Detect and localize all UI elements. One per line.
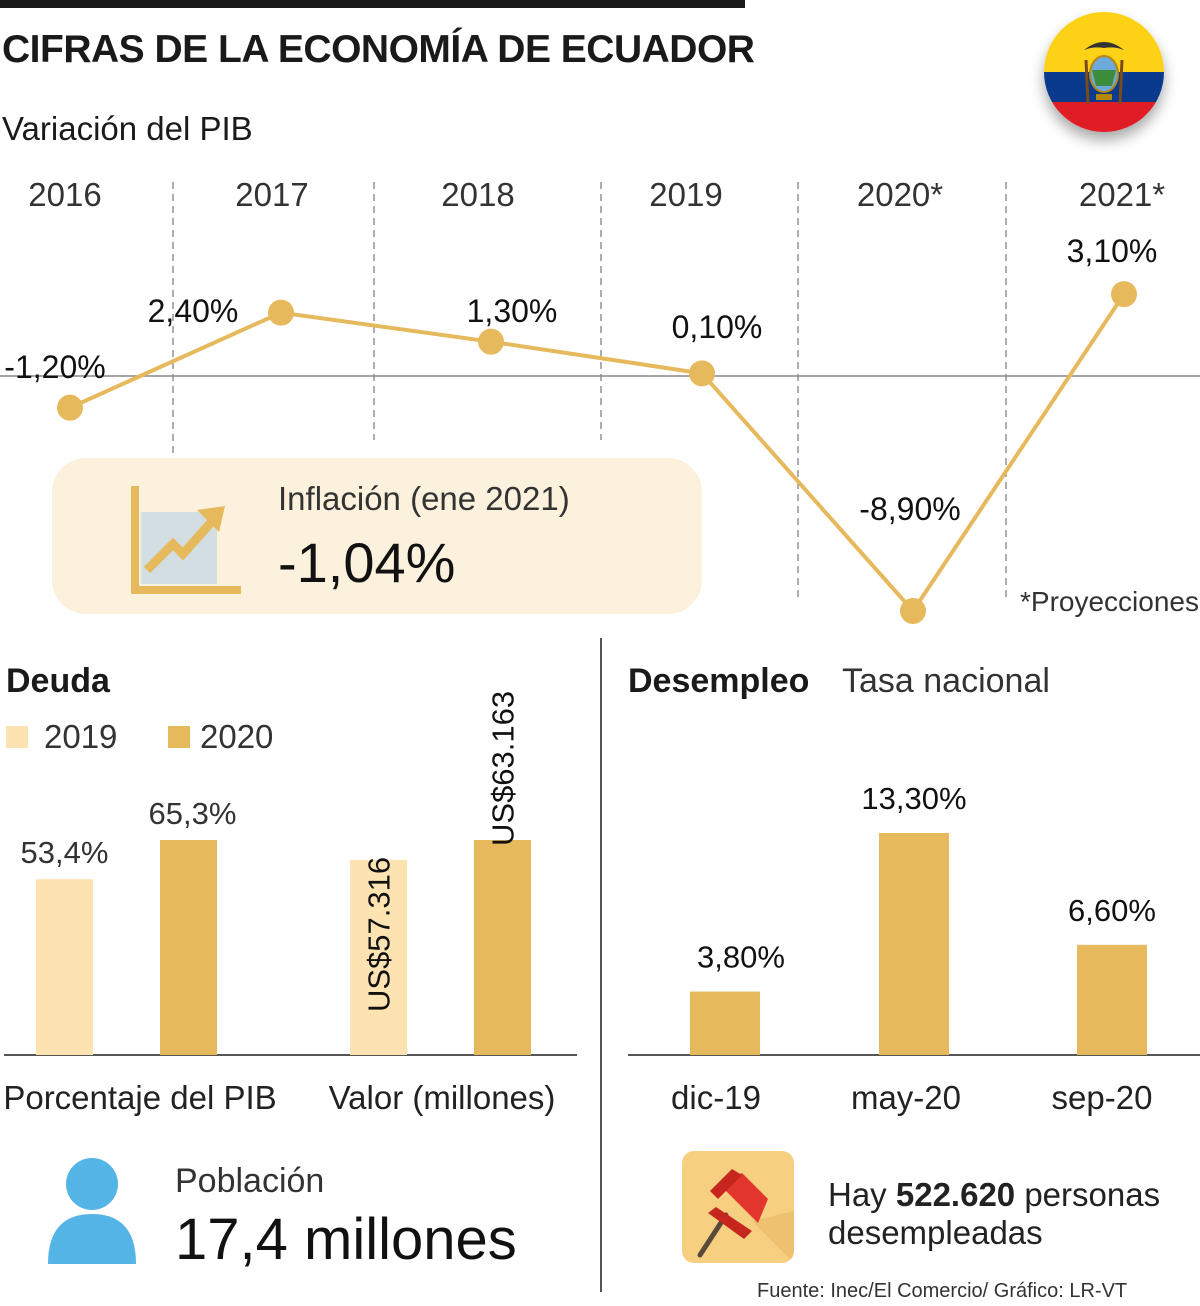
desempleo-category-label: sep-20 [1052, 1079, 1153, 1116]
x-tick-label: 2017 [235, 176, 308, 213]
pushpin-icon [682, 1151, 794, 1263]
ecuador-flag-icon [1044, 12, 1164, 132]
pib-point [478, 328, 504, 355]
pib-data-label: -8,90% [859, 491, 960, 527]
poblacion-value: 17,4 millones [175, 1207, 517, 1272]
deuda-bar-2020 [160, 840, 217, 1055]
legend-swatch-2020 [168, 726, 190, 748]
pib-subtitle: Variación del PIB [2, 110, 253, 147]
pib-data-label: 3,10% [1067, 233, 1158, 269]
inflation-value: -1,04% [278, 531, 456, 594]
deuda-value-label: US$63.163 [486, 691, 521, 846]
pib-data-label: 0,10% [672, 309, 763, 345]
deuda-value-label: 65,3% [149, 796, 237, 831]
section-divider [600, 638, 602, 1292]
deuda-bar-chart: 53,4% 65,3% US$57.316 US$63.163 Porcentaje d… [3, 691, 577, 1116]
projection-footnote: *Proyecciones [1020, 586, 1199, 617]
x-tick-label: 2019 [649, 176, 722, 213]
pib-point [689, 360, 715, 387]
desempleados-text: Hay 522.620 personas desempleadas [828, 1176, 1161, 1251]
desempleo-title: Desempleo [628, 662, 810, 700]
pib-series-line [69, 293, 1126, 615]
pib-data-label: 2,40% [148, 293, 239, 329]
person-icon [48, 1158, 136, 1264]
desempleo-category-label: may-20 [851, 1079, 961, 1116]
x-tick-label: 2020* [857, 176, 943, 213]
deuda-value-label: 53,4% [21, 835, 109, 870]
desempleo-bar [690, 991, 760, 1055]
deuda-value-label: US$57.316 [362, 857, 397, 1012]
deuda-bar-2019 [36, 879, 93, 1055]
pib-point [1111, 281, 1137, 308]
desempleados-count: 522.620 [895, 1176, 1016, 1213]
desempleo-value-label: 6,60% [1068, 893, 1156, 928]
desempleo-bar [879, 833, 949, 1055]
source-note: Fuente: Inec/El Comercio/ Gráfico: LR-VT [757, 1280, 1128, 1302]
pib-point [268, 299, 294, 326]
desempleo-bar [1077, 944, 1147, 1055]
x-tick-label: 2016 [28, 176, 101, 213]
legend-swatch-2019 [6, 726, 28, 748]
pib-data-label: -1,20% [4, 349, 105, 385]
x-tick-label: 2021* [1079, 176, 1165, 213]
top-rule [0, 0, 745, 8]
deuda-category-label: Porcentaje del PIB [3, 1079, 276, 1116]
deuda-bar-2019 [350, 859, 407, 1055]
desempleo-category-label: dic-19 [671, 1079, 761, 1116]
deuda-category-label: Valor (millones) [329, 1079, 556, 1116]
pib-point [57, 394, 83, 421]
pib-line-chart: 2016 2017 2018 2019 2020* 2021* -1,20% 2,40% 1,3… [0, 176, 1200, 624]
x-tick-label: 2018 [441, 176, 514, 213]
pib-point [900, 597, 926, 624]
desempleo-subtitle: Tasa nacional [842, 662, 1050, 700]
desempleo-value-label: 3,80% [697, 940, 785, 975]
deuda-bar-2020 [474, 840, 531, 1055]
legend-label-2020: 2020 [200, 718, 274, 755]
desempleo-bar-chart: 3,80% dic-19 13,30% may-20 6,60% sep-20 [628, 781, 1200, 1116]
poblacion-label: Población [175, 1162, 325, 1200]
deuda-title: Deuda [6, 662, 110, 700]
desempleo-value-label: 13,30% [861, 781, 966, 816]
page-title: CIFRAS DE LA ECONOMÍA DE ECUADOR [2, 28, 755, 71]
trend-up-chart-icon [131, 486, 241, 594]
inflation-card [52, 458, 702, 614]
pib-data-label: 1,30% [467, 293, 558, 329]
legend-label-2019: 2019 [44, 718, 118, 755]
inflation-label: Inflación (ene 2021) [278, 480, 570, 517]
